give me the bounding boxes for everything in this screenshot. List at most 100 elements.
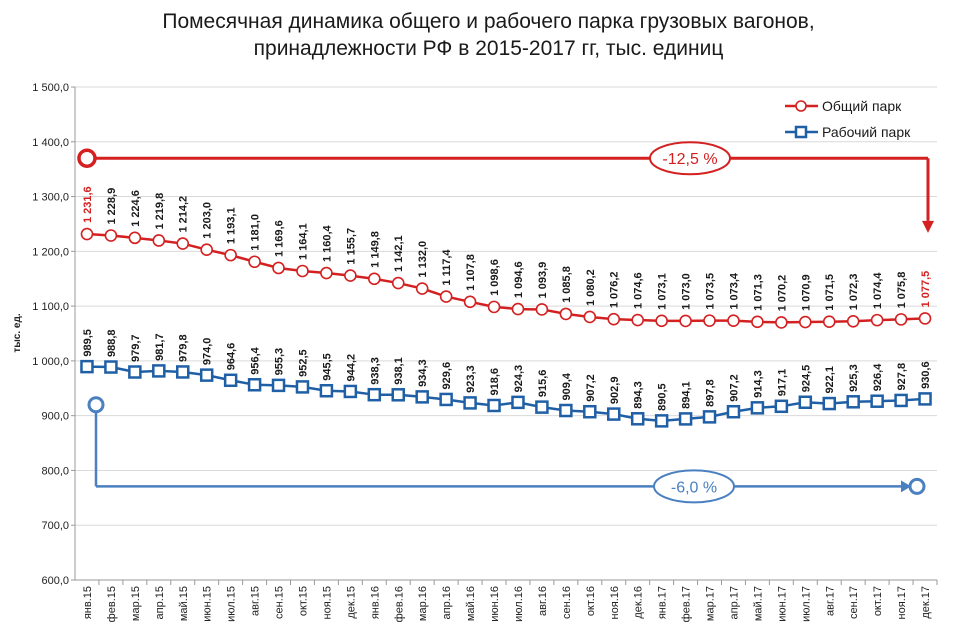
- data-label-working: 915,6: [537, 370, 549, 398]
- data-label-working: 929,6: [441, 362, 453, 390]
- data-point-total: [272, 261, 285, 275]
- data-point-working: [343, 384, 358, 399]
- data-point-working: [199, 368, 214, 382]
- data-point-total: [320, 266, 333, 280]
- x-tick-label: июн.16: [489, 586, 501, 622]
- data-point-working: [607, 407, 621, 421]
- y-tick-label: 600,0: [41, 575, 69, 587]
- data-point-total: [200, 243, 213, 256]
- data-label-total: 1 074,4: [872, 272, 884, 310]
- x-tick-label: июл.17: [800, 586, 812, 622]
- y-tick-label: 1 000,0: [32, 356, 69, 368]
- data-point-working: [726, 404, 741, 419]
- legend-marker-working: [794, 125, 808, 139]
- data-label-working: 938,1: [393, 357, 405, 385]
- x-tick-label: фев.15: [106, 586, 118, 622]
- data-point-working: [152, 364, 166, 378]
- data-label-total: 1 214,2: [178, 196, 190, 233]
- data-point-total: [679, 314, 692, 328]
- data-label-working: 924,3: [513, 365, 525, 393]
- data-point-total: [439, 290, 453, 303]
- data-point-working: [511, 395, 525, 410]
- data-point-total: [822, 315, 836, 329]
- data-label-total: 1 080,2: [585, 269, 597, 306]
- y-tick-label: 700,0: [41, 520, 69, 532]
- data-point-working: [870, 394, 884, 408]
- data-label-total: 1 155,7: [345, 228, 357, 265]
- working-change-text: -6,0 %: [671, 479, 717, 496]
- data-label-working: 907,2: [585, 374, 597, 402]
- data-label-working: 909,4: [561, 372, 573, 400]
- data-point-working: [247, 378, 262, 392]
- data-label-total: 1 072,3: [848, 274, 860, 311]
- y-tick-label: 800,0: [41, 465, 69, 477]
- x-tick-label: окт.16: [585, 586, 597, 616]
- data-label-total: 1 074,6: [633, 272, 645, 309]
- data-point-working: [678, 412, 693, 426]
- x-tick-label: июн.15: [202, 586, 214, 622]
- y-tick-label: 1 500,0: [32, 82, 69, 94]
- data-point-total: [80, 227, 94, 241]
- working-change-start-marker: [87, 396, 105, 414]
- data-label-total: 1 132,0: [417, 241, 429, 278]
- legend-label-working: Рабочий парк: [822, 124, 911, 140]
- data-point-total: [368, 272, 381, 286]
- x-tick-label: авг.15: [250, 586, 262, 616]
- y-axis-label: тыс. ед.: [12, 313, 23, 352]
- data-point-working: [463, 396, 477, 410]
- data-point-total: [128, 231, 142, 245]
- data-label-total: 1 093,9: [537, 262, 549, 299]
- data-label-working: 956,4: [250, 346, 262, 374]
- y-tick-label: 1 100,0: [32, 301, 69, 313]
- data-point-total: [775, 316, 788, 329]
- data-point-total: [535, 303, 549, 316]
- data-label-working: 955,3: [274, 348, 286, 376]
- x-tick-label: июн.17: [776, 586, 788, 622]
- data-point-total: [463, 295, 477, 309]
- x-tick-label: мар.15: [130, 586, 142, 621]
- data-point-working: [439, 392, 453, 407]
- data-label-working: 944,2: [345, 354, 357, 382]
- data-point-total: [152, 234, 166, 247]
- x-tick-label: сен.16: [561, 586, 573, 619]
- y-tick-label: 1 200,0: [32, 246, 69, 258]
- data-label-total: 1 076,2: [609, 271, 621, 308]
- data-label-total: 1 098,6: [489, 259, 501, 296]
- data-label-total: 1 073,5: [705, 273, 717, 310]
- data-point-working: [391, 388, 405, 402]
- data-label-total: 1 071,5: [824, 274, 836, 311]
- series-lines: [80, 227, 932, 428]
- x-tick-label: май.16: [465, 586, 477, 621]
- x-tick-label: авг.16: [537, 586, 549, 616]
- data-point-working: [846, 395, 860, 409]
- data-point-working: [583, 404, 597, 419]
- data-point-total: [511, 302, 525, 316]
- x-tick-label: июл.15: [226, 586, 238, 622]
- data-point-working: [630, 412, 645, 426]
- data-label-working: 894,3: [633, 381, 645, 409]
- x-tick-label: апр.17: [728, 586, 740, 619]
- data-label-working: 894,1: [681, 381, 693, 409]
- data-point-total: [799, 315, 812, 329]
- axes: 600,0 700,0 800,0 900,0 1 000,0 1 100,0 1 200,…: [12, 82, 938, 622]
- data-point-working: [918, 392, 932, 406]
- data-point-total: [703, 314, 716, 327]
- data-label-total: 1 117,4: [441, 249, 453, 286]
- data-point-working: [415, 390, 429, 404]
- working-change-badge: [653, 469, 735, 504]
- data-labels: 1 231,6 1 228,9 1 224,6 1 219,8 1 214,2 1 203…: [82, 186, 932, 411]
- data-point-total: [176, 237, 190, 250]
- data-point-working: [559, 403, 573, 418]
- legend-marker-total: [795, 100, 807, 112]
- x-tick-label: сен.15: [274, 586, 286, 619]
- x-tick-label: апр.15: [154, 586, 166, 619]
- data-label-working: 922,1: [824, 366, 836, 394]
- data-label-working: 918,6: [489, 368, 501, 396]
- data-point-total: [248, 255, 261, 269]
- x-tick-label: май.17: [752, 586, 764, 621]
- data-label-total: 1 142,1: [393, 235, 405, 272]
- data-point-total: [487, 300, 501, 314]
- data-label-working: 989,5: [82, 329, 94, 357]
- y-tick-label: 900,0: [41, 411, 69, 423]
